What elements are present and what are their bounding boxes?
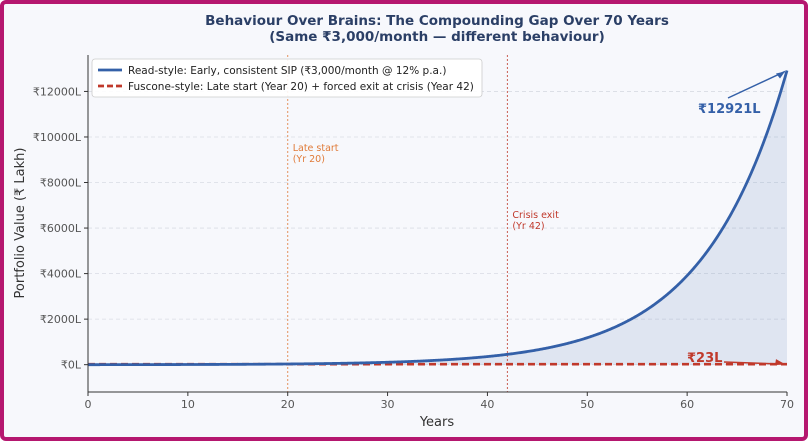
x-tick-label: 60 — [680, 398, 694, 411]
legend-label-fuscone: Fuscone-style: Late start (Year 20) + fo… — [128, 81, 474, 93]
area-fill-read — [88, 70, 787, 365]
annotation-arrowhead-read — [776, 71, 785, 79]
y-tick-label: ₹4000L — [40, 268, 82, 281]
y-tick-label: ₹6000L — [40, 222, 82, 235]
y-tick-label: ₹0L — [61, 359, 82, 372]
y-tick-label: ₹10000L — [33, 131, 82, 144]
legend-label-read: Read-style: Early, consistent SIP (₹3,00… — [128, 65, 446, 77]
vline-sublabel-0: (Yr 20) — [293, 154, 325, 165]
series-line-read — [87, 70, 789, 367]
y-tick-label: ₹12000L — [33, 85, 82, 98]
x-tick-label: 70 — [780, 398, 794, 411]
x-tick-label: 30 — [381, 398, 395, 411]
x-tick-label: 10 — [181, 398, 195, 411]
legend-box — [91, 58, 483, 98]
annotation-arrow-fuscone — [723, 361, 786, 365]
annotation-read-final: ₹12921L — [698, 102, 761, 117]
x-tick-label: 40 — [480, 398, 494, 411]
y-tick-label: ₹2000L — [40, 313, 82, 326]
vline-label-0: Late start — [293, 143, 339, 154]
x-axis-label: Years — [419, 415, 455, 430]
annotation-arrowhead-fuscone — [775, 359, 785, 366]
x-tick-label: 0 — [85, 398, 92, 411]
chart-title-line1: Behaviour Over Brains: The Compounding G… — [205, 13, 669, 29]
vline-label-1: Crisis exit — [512, 210, 559, 221]
y-tick-label: ₹8000L — [40, 177, 82, 190]
y-axis-label: Portfolio Value (₹ Lakh) — [13, 148, 28, 299]
annotation-arrow-read — [727, 70, 786, 99]
x-tick-label: 50 — [580, 398, 594, 411]
chart-title-line2: (Same ₹3,000/month — different behaviour… — [269, 29, 605, 45]
vline-sublabel-1: (Yr 42) — [512, 221, 544, 232]
annotation-fuscone-final: ₹23L — [687, 351, 722, 366]
x-tick-label: 20 — [281, 398, 295, 411]
legend: Read-style: Early, consistent SIP (₹3,00… — [91, 58, 483, 98]
